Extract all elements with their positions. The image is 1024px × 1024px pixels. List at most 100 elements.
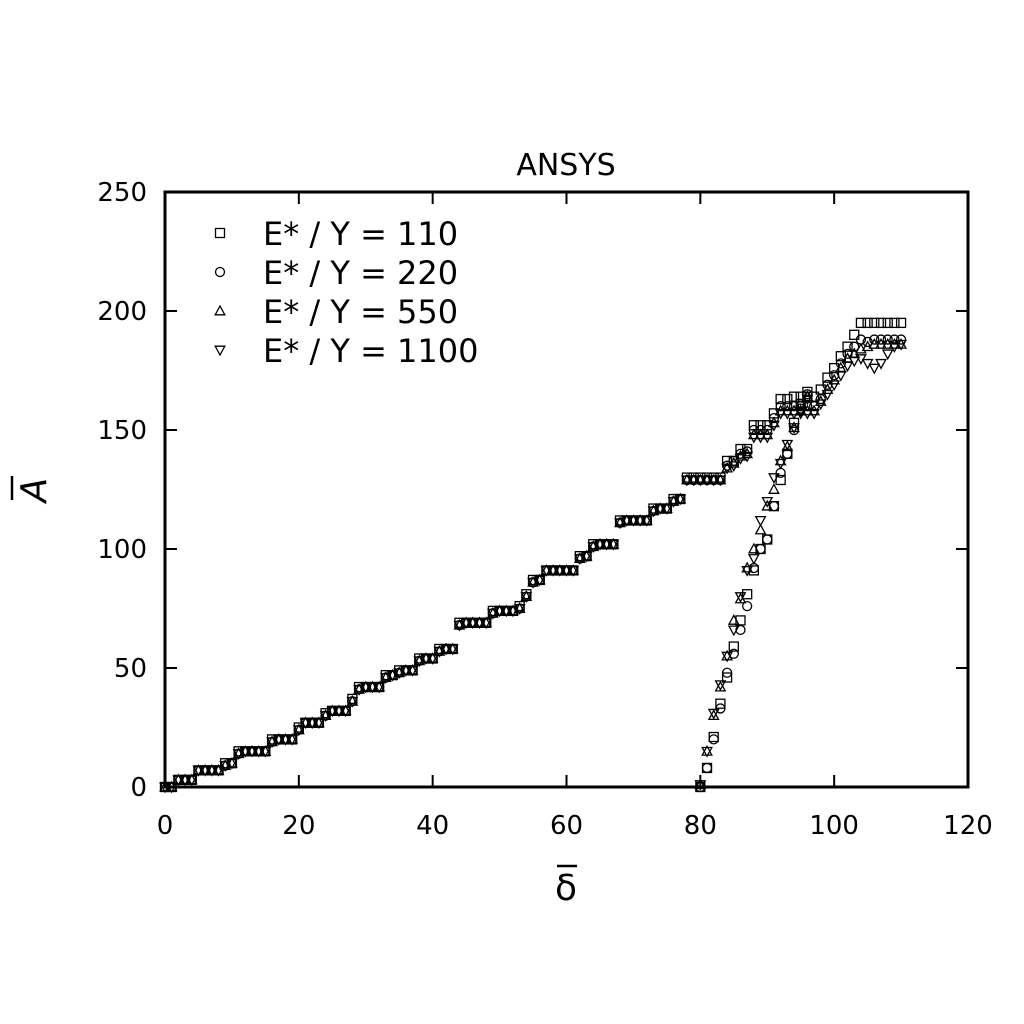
y-tick-label: 100: [97, 535, 147, 565]
data-point: [794, 408, 807, 420]
y-axis-ticks: 0 50 100 150 200 250: [97, 178, 968, 803]
data-point: [272, 734, 285, 746]
data-point: [842, 341, 853, 352]
data-point-unloading: [761, 499, 774, 511]
data-point-unloading: [742, 600, 753, 612]
data-point-unloading: [747, 542, 760, 554]
x-axis-label-text: δ: [555, 868, 577, 909]
data-point: [393, 668, 406, 680]
data-point-unloading: [747, 554, 760, 565]
data-point: [520, 592, 533, 603]
data-point: [226, 758, 238, 770]
data-point: [701, 475, 713, 487]
data-point: [888, 342, 901, 354]
data-point: [594, 539, 606, 551]
data-point: [306, 718, 319, 730]
x-tick-label: 120: [943, 811, 993, 841]
y-tick-label: 50: [114, 654, 147, 684]
data-point: [687, 475, 700, 487]
data-point: [232, 749, 245, 761]
data-point-unloading: [721, 667, 733, 678]
data-point-unloading: [734, 592, 747, 603]
data-point: [747, 432, 760, 444]
data-point-unloading: [768, 483, 780, 494]
x-tick-label: 0: [157, 811, 174, 841]
data-point: [446, 644, 459, 656]
data-point: [875, 334, 887, 345]
data-point-unloading: [714, 680, 727, 692]
data-point: [420, 654, 432, 665]
data-point: [808, 408, 820, 420]
data-point: [466, 618, 479, 630]
data-point: [782, 401, 793, 412]
data-point: [821, 383, 834, 394]
x-tick-label: 40: [416, 811, 449, 841]
data-point: [849, 341, 860, 352]
legend-marker: [214, 304, 226, 316]
data-point-unloading: [794, 406, 807, 418]
data-point: [292, 725, 305, 737]
data-point-unloading: [721, 672, 733, 683]
data-point: [299, 718, 312, 730]
data-point: [835, 358, 847, 369]
data-point: [888, 337, 901, 349]
x-tick-label: 100: [809, 811, 859, 841]
series-square: [159, 317, 907, 793]
data-point: [848, 356, 861, 368]
data-point: [788, 401, 800, 412]
data-point: [694, 475, 707, 487]
legend-item: E* / Y = 110: [214, 215, 458, 253]
data-point-unloading: [727, 625, 740, 637]
data-point: [266, 737, 278, 749]
data-point-unloading: [754, 515, 767, 527]
data-point: [881, 349, 894, 361]
data-point: [433, 646, 446, 658]
data-point-unloading: [802, 389, 813, 400]
data-point: [560, 565, 573, 577]
data-point: [373, 682, 386, 694]
data-point: [814, 395, 827, 406]
legend-item: E* / Y = 220: [214, 254, 458, 292]
data-point: [814, 399, 827, 411]
legend-label: E* / Y = 110: [263, 215, 458, 253]
data-point-unloading: [727, 614, 740, 625]
data-point-unloading: [707, 708, 720, 720]
data-point: [681, 475, 693, 487]
data-point: [674, 494, 687, 506]
data-point: [654, 504, 667, 515]
y-tick-label: 0: [130, 773, 147, 803]
data-point-unloading: [768, 473, 780, 484]
data-point: [640, 515, 653, 527]
data-point: [185, 775, 198, 787]
data-point: [821, 389, 834, 401]
data-point: [587, 542, 600, 553]
data-point-unloading: [801, 394, 814, 406]
data-point: [634, 515, 647, 527]
data-point-unloading: [781, 439, 794, 451]
data-point: [721, 463, 733, 475]
data-point: [707, 475, 720, 487]
data-point-unloading: [774, 454, 787, 466]
data-point: [513, 604, 526, 615]
series-triangle-up: [159, 337, 907, 792]
data-point: [862, 317, 873, 329]
data-point-unloading: [761, 496, 774, 508]
data-point: [768, 416, 780, 428]
data-point: [205, 765, 218, 777]
data-point: [620, 515, 633, 527]
x-axis-label: δ: [555, 864, 577, 909]
data-point: [815, 393, 826, 405]
data-point: [252, 746, 265, 758]
data-point: [573, 554, 586, 565]
data-point-unloading: [762, 534, 773, 545]
data-point: [775, 393, 786, 405]
data-point-unloading: [801, 390, 814, 402]
data-point: [473, 618, 486, 630]
data-point: [326, 706, 339, 718]
data-point: [313, 718, 325, 730]
series-circle: [159, 334, 907, 793]
data-point-unloading: [754, 523, 767, 535]
data-point: [179, 775, 191, 787]
